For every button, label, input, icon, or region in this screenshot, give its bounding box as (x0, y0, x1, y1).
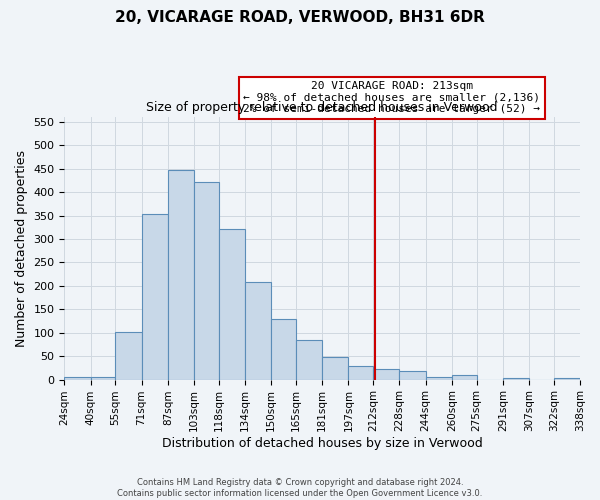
Bar (245, 282, 271, 380)
Text: Contains HM Land Registry data © Crown copyright and database right 2024.
Contai: Contains HM Land Registry data © Crown c… (118, 478, 482, 498)
Bar (142, 214, 168, 380)
Bar (425, 378, 452, 380)
Bar (296, 340, 322, 380)
Bar (373, 370, 400, 380)
Title: Size of property relative to detached houses in Verwood: Size of property relative to detached ho… (146, 102, 498, 114)
Bar (271, 319, 296, 380)
Y-axis label: Number of detached properties: Number of detached properties (15, 150, 28, 347)
Bar (322, 357, 349, 380)
X-axis label: Distribution of detached houses by size in Verwood: Distribution of detached houses by size … (162, 437, 482, 450)
Bar (194, 182, 219, 380)
Bar (219, 228, 245, 380)
Text: 20 VICARAGE ROAD: 213sqm
← 98% of detached houses are smaller (2,136)
2% of semi: 20 VICARAGE ROAD: 213sqm ← 98% of detach… (244, 81, 541, 114)
Bar (349, 366, 373, 380)
Text: 20, VICARAGE ROAD, VERWOOD, BH31 6DR: 20, VICARAGE ROAD, VERWOOD, BH31 6DR (115, 10, 485, 25)
Bar (503, 378, 529, 380)
Bar (452, 376, 476, 380)
Bar (64, 378, 91, 380)
Bar (168, 170, 194, 380)
Bar (91, 377, 115, 380)
Bar (400, 370, 425, 380)
Bar (554, 378, 580, 380)
Bar (115, 332, 142, 380)
